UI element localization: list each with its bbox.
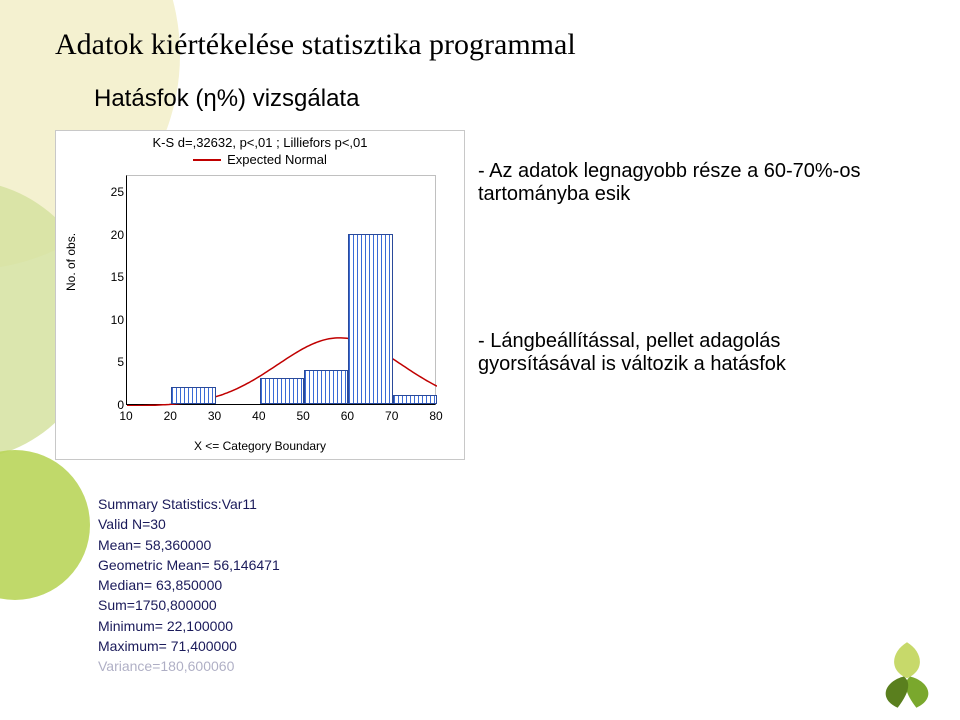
y-tick: 20 — [94, 228, 124, 242]
x-tick: 10 — [119, 409, 132, 423]
stat-line: Variance=180,600060 — [98, 656, 280, 676]
y-tick: 15 — [94, 270, 124, 284]
stat-line: Summary Statistics:Var11 — [98, 494, 280, 514]
leaf-icon — [868, 636, 946, 714]
stat-line: Sum=1750,800000 — [98, 595, 280, 615]
histogram-bar — [348, 234, 392, 404]
stat-line: Mean= 58,360000 — [98, 535, 280, 555]
stat-line: Maximum= 71,400000 — [98, 636, 280, 656]
y-axis-label: No. of obs. — [64, 233, 78, 291]
stat-line: Minimum= 22,100000 — [98, 616, 280, 636]
slide: Adatok kiértékelése statisztika programm… — [0, 0, 960, 720]
x-tick: 50 — [296, 409, 309, 423]
bullet-1: - Az adatok legnagyobb része a 60-70%-os… — [478, 160, 898, 206]
chart-title-block: K-S d=,32632, p<,01 ; Lilliefors p<,01 E… — [56, 131, 464, 169]
bullet-2: - Lángbeállítással, pellet adagolás gyor… — [478, 330, 898, 376]
x-tick: 30 — [208, 409, 221, 423]
chart-title-line1: K-S d=,32632, p<,01 ; Lilliefors p<,01 — [56, 135, 464, 152]
stat-line: Median= 63,850000 — [98, 575, 280, 595]
histogram-bar — [393, 395, 437, 404]
plot-area — [126, 175, 436, 405]
x-tick: 40 — [252, 409, 265, 423]
x-tick: 20 — [164, 409, 177, 423]
stat-line: Geometric Mean= 56,146471 — [98, 555, 280, 575]
chart-legend: Expected Normal — [56, 152, 464, 169]
summary-statistics: Summary Statistics:Var11 Valid N=30 Mean… — [98, 494, 280, 677]
histogram-bar — [171, 387, 215, 404]
y-tick: 25 — [94, 185, 124, 199]
page-title: Adatok kiértékelése statisztika programm… — [55, 28, 576, 62]
bg-circle-3 — [0, 450, 90, 600]
legend-label: Expected Normal — [227, 152, 327, 167]
histogram-chart: K-S d=,32632, p<,01 ; Lilliefors p<,01 E… — [55, 130, 465, 460]
x-tick: 80 — [429, 409, 442, 423]
histogram-bar — [304, 370, 348, 404]
subtitle: Hatásfok (η%) vizsgálata — [94, 85, 359, 113]
x-axis-label: X <= Category Boundary — [56, 439, 464, 453]
x-tick: 70 — [385, 409, 398, 423]
y-tick: 10 — [94, 313, 124, 327]
histogram-bar — [260, 378, 304, 404]
stat-line: Valid N=30 — [98, 514, 280, 534]
legend-line-icon — [193, 159, 221, 161]
y-tick: 5 — [94, 355, 124, 369]
x-tick: 60 — [341, 409, 354, 423]
